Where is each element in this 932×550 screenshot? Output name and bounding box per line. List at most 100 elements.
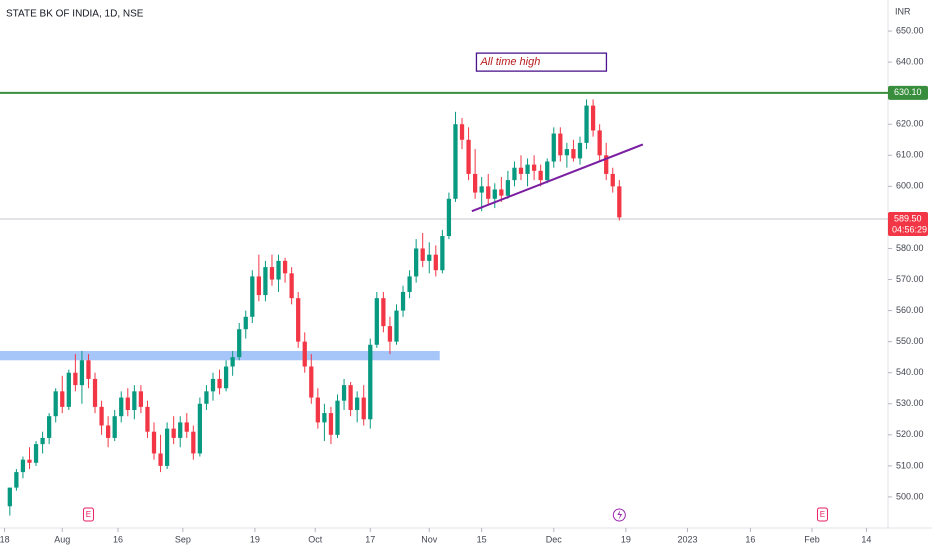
candle-body [505,180,511,196]
candle-body [296,298,301,342]
event-label: E [86,510,91,519]
candle-body [545,161,550,181]
candle-body [158,453,163,466]
candle-body [427,254,432,261]
candle-body [112,416,117,438]
y-tick-label: 610.00 [896,150,924,160]
y-tick-label: 600.00 [896,181,924,191]
candle-body [178,422,183,438]
x-tick-label: Feb [804,534,820,544]
candle-body [335,400,340,435]
candle-body [531,164,537,171]
candle-body [499,189,504,196]
candle-body [99,406,104,426]
candle-body [92,378,98,407]
candle-body [191,431,196,454]
candle-body [328,413,334,435]
trendline [471,143,644,213]
x-tick-label: 2023 [677,534,697,544]
candle-body [40,437,45,445]
x-tick-label: 19 [621,534,631,544]
candle-body [60,391,65,407]
candle-body [250,276,255,317]
annotation-text: All time high [479,56,540,68]
annotation-box [475,52,608,72]
candle-body [472,173,478,193]
candle-body [361,397,366,420]
candle-body [309,366,314,398]
candle-body [433,254,438,271]
candle-body [256,276,261,296]
y-tick-label: 530.00 [896,398,924,408]
candle-body [184,422,189,432]
event-icon [82,507,94,522]
candle-body [79,360,85,386]
y-tick-label: 560.00 [896,305,924,315]
candle-body [617,186,622,218]
candle-body [610,173,615,187]
candle-body [518,167,524,174]
candle-body [106,425,111,438]
candle-body [33,444,39,463]
candle-body [223,366,229,389]
candle-body [14,472,19,488]
candle-body [125,397,130,410]
candle-body [446,198,452,237]
y-tick-label: 510.00 [896,460,924,470]
candle-body [315,397,320,423]
x-tick-label: 16 [113,534,123,544]
candle-body [420,248,425,261]
candle-body [453,124,458,199]
candle-body [348,385,353,410]
y-tick-label: 540.00 [896,367,924,377]
candle-body [466,139,471,174]
y-tick-label: 570.00 [896,274,924,284]
candle-body [151,431,157,454]
candle-body [440,236,445,271]
last-price-box [888,211,928,236]
x-tick-label: 17 [365,534,375,544]
candle-body [341,385,347,401]
candle-body [243,316,248,330]
x-tick-label: 15 [477,534,487,544]
x-tick-label: 18 [0,534,10,544]
candle-body [47,416,52,438]
x-tick-label: Aug [54,534,70,544]
event-icon [816,507,828,522]
candle-body [53,391,58,417]
candle-body [7,487,12,507]
candle-body [558,133,563,156]
support-zone [0,350,440,361]
currency: INR [895,6,911,16]
candle-body [132,391,137,410]
x-tick-label: 14 [861,534,871,544]
candle-body [66,372,71,407]
candle-body [604,155,609,174]
x-tick-label: Oct [308,534,323,544]
candle-body [145,406,150,432]
candle-body [276,260,281,280]
candle-body [551,133,556,162]
y-tick-label: 580.00 [896,243,924,253]
candle-body [374,298,379,345]
candle-body [27,459,32,463]
chart-title: STATE BK OF INDIA, 1D, NSE [6,9,144,20]
candle-body [355,397,360,410]
candle-body [577,142,583,159]
candle-body [171,428,176,438]
candle-body [512,167,517,181]
candle-body [486,186,491,199]
x-tick-label: 16 [745,534,755,544]
candle-body [597,130,602,156]
candle-body [571,149,576,159]
event-label: E [820,510,825,519]
candle-body [237,329,242,358]
candle-body [204,391,209,404]
candle-body [492,189,497,199]
last-price-label: 589.50 [894,213,922,223]
candle-body [263,267,268,296]
x-tick-label: Dec [546,534,563,544]
candle-body [210,378,216,392]
